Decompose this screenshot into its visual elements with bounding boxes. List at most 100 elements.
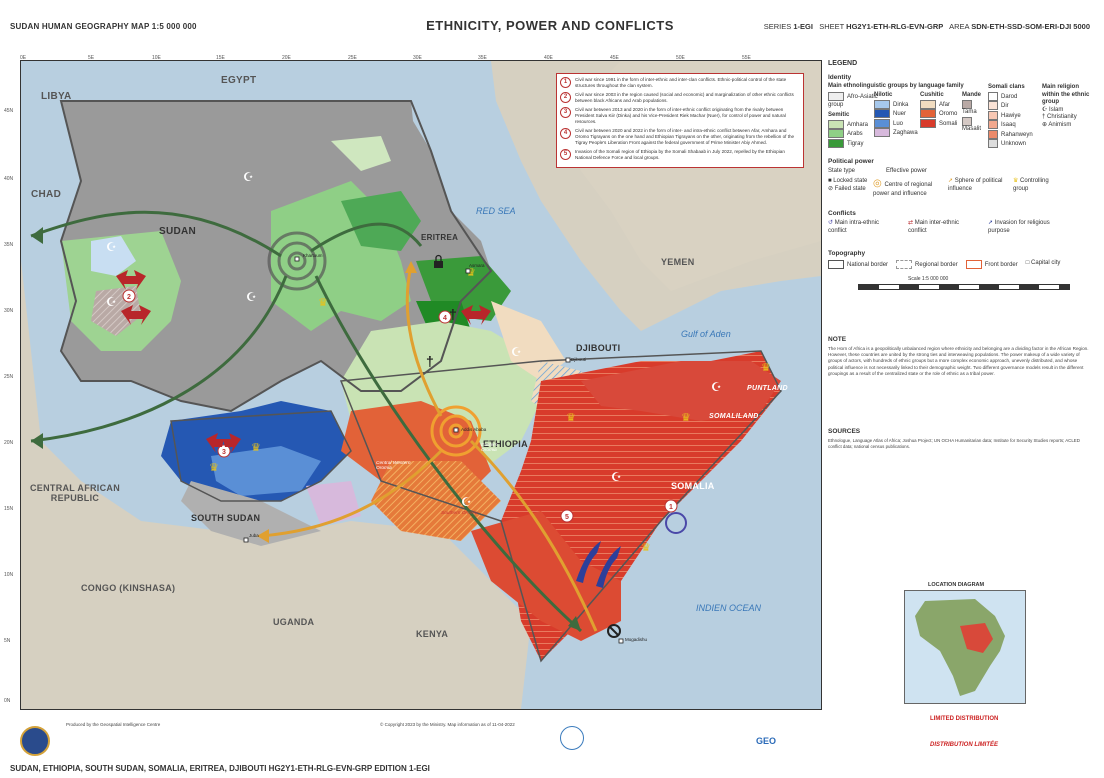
callout-row: 4 Civil war between 2020 and 2022 in the … <box>560 127 800 146</box>
legend-topo-title: Topography <box>828 250 866 257</box>
christian-symbols: † † <box>426 306 457 369</box>
conflict-marker[interactable]: 4 <box>438 310 452 324</box>
legend-panel: LEGEND Identity Main ethnolinguistic gro… <box>828 60 1094 708</box>
country-label: CHAD <box>31 189 62 200</box>
legend-item: Unknown <box>1001 141 1027 148</box>
swatch <box>874 109 890 119</box>
swatch <box>988 110 998 120</box>
country-label: SUDAN <box>159 226 197 237</box>
lat-tick: 40N <box>4 176 14 182</box>
svg-text:☪: ☪ <box>511 345 522 359</box>
location-diagram <box>904 590 1026 704</box>
lat-tick: 20N <box>4 440 14 446</box>
map-frame[interactable]: 2 3 4 5 1 ☪ ☪ ☪ ☪ ☪ ☪ ☪ <box>20 60 822 710</box>
country-label: UGANDA <box>273 617 315 627</box>
svg-text:5: 5 <box>565 514 569 521</box>
conflict-marker[interactable]: 5 <box>560 509 574 523</box>
lon-tick: 20E <box>282 55 291 61</box>
cross-icon: † <box>1042 114 1048 120</box>
legend-item: Controlling group <box>1013 178 1049 192</box>
legend-scale: Scale 1:5 000 000 <box>908 276 949 282</box>
legend-item: Hawiye <box>1001 112 1021 119</box>
lat-tick: 0N <box>4 698 11 704</box>
lon-tick: 35E <box>478 55 487 61</box>
callout-number: 5 <box>560 148 571 160</box>
swatch <box>828 138 844 148</box>
legend-item: Darod <box>1001 93 1018 100</box>
legend-sources-title: SOURCES <box>828 428 861 435</box>
legend-ethno-title: Main ethnolinguistic groups by language … <box>828 83 964 89</box>
lon-tick: 55E <box>742 55 751 61</box>
lon-tick: 50E <box>676 55 685 61</box>
lat-tick: 35N <box>4 242 14 248</box>
swatch <box>988 120 998 130</box>
area-value: SDN-ETH-SSD-SOM-ERI-DJI 5000 <box>971 22 1090 31</box>
legend-item: Oromo <box>939 111 958 118</box>
swatch <box>874 128 890 138</box>
svg-text:☪: ☪ <box>461 495 472 509</box>
invasion-arrows <box>576 541 621 588</box>
controlling-group-crowns: ♛ ♛ ♛ ♛ ♛ ♛ ♛ ♛ <box>209 267 771 554</box>
country-label: CONGO (KINSHASA) <box>81 583 176 593</box>
legend-col-religion: Main religion within the ethnic group ☪ … <box>1042 84 1094 129</box>
limited-distribution-fr: DISTRIBUTION LIMITÉE <box>930 742 998 748</box>
lat-tick: 5N <box>4 638 11 644</box>
conflict-marker[interactable]: 1 <box>664 499 678 513</box>
arrow-icon: ➚ <box>948 178 955 184</box>
legend-subtitle: Mande <box>962 92 982 98</box>
legend-item: Invasion for religious purpose <box>988 220 1050 234</box>
svg-text:♛: ♛ <box>466 267 476 279</box>
legend-item: Tama <box>962 109 977 116</box>
legend-item: Main intra-ethnic conflict <box>828 220 880 234</box>
legend-item: Amhara <box>847 121 869 128</box>
svg-text:☪: ☪ <box>243 170 254 184</box>
svg-text:☪: ☪ <box>106 295 117 309</box>
country-label: EGYPT <box>221 75 257 86</box>
legend-power-title: Political power <box>828 158 874 165</box>
legend-note-title: NOTE <box>828 336 847 343</box>
conflict-marker[interactable]: 3 <box>217 444 231 458</box>
legend-col-somali: Somali clans Darod Dir Hawiye Isaaq Raha… <box>988 84 1038 149</box>
place-label: Khartoum <box>303 253 323 258</box>
conflict-marker[interactable]: 2 <box>122 289 136 303</box>
latitude-ticks: 45N 40N 35N 30N 25N 20N 15N 10N 5N 0N <box>4 60 18 708</box>
page-title: ETHNICITY, POWER AND CONFLICTS <box>426 18 674 33</box>
swatch <box>828 119 844 129</box>
legend-item: Christianity <box>1047 114 1077 120</box>
emblem-logo <box>20 726 50 756</box>
callout-row: 5 Invasion of the Somali region of Ethiop… <box>560 148 800 161</box>
callout-text: Civil war between 2020 and 2022 in the f… <box>575 127 795 145</box>
islam-icon: ☪ <box>1042 106 1050 113</box>
legend-item: Animism <box>1048 121 1072 128</box>
legend-item: Afar <box>939 101 951 108</box>
longitude-ticks: 0E 5E 10E 15E 20E 25E 30E 35E 40E 45E 50… <box>20 55 820 61</box>
callout-text: Civil war between 2013 and 2020 in the f… <box>575 106 786 124</box>
centre-of-power-addis <box>430 405 482 457</box>
lat-tick: 30N <box>4 308 14 314</box>
swatch <box>988 91 998 101</box>
swatch <box>828 129 844 139</box>
legend-title: LEGEND <box>828 60 858 67</box>
svg-text:☪: ☪ <box>246 290 257 304</box>
swatch <box>962 116 972 126</box>
legend-col-nilotic: Nilotic Dinka Nuer Luo Zaghawa <box>874 92 920 138</box>
swatch <box>962 99 972 109</box>
lon-tick: 0E <box>20 55 27 61</box>
lon-tick: 45E <box>610 55 619 61</box>
callout-text: Civil war since 2003 in the region cause… <box>575 91 794 103</box>
svg-text:♛: ♛ <box>681 412 691 424</box>
svg-text:☪: ☪ <box>611 470 622 484</box>
lon-tick: 5E <box>88 55 95 61</box>
legend-item: Regional border <box>915 262 958 269</box>
footer-produced: Produced by the Geospatial Intelligence … <box>66 722 161 727</box>
legend-power-state: State type <box>828 168 856 174</box>
legend-subtitle: Main religion within the ethnic group <box>1042 84 1090 105</box>
country-label: SOMALIA <box>671 481 715 491</box>
callout-number: 1 <box>560 77 571 88</box>
country-label: YEMEN <box>661 257 695 267</box>
invasion-icon: ➚ <box>988 220 995 226</box>
legend-item: Sphere of political influence <box>948 178 1003 192</box>
water-label: RED SEA <box>476 206 516 216</box>
legend-item: Locked state <box>833 178 868 184</box>
svg-text:4: 4 <box>443 315 447 322</box>
